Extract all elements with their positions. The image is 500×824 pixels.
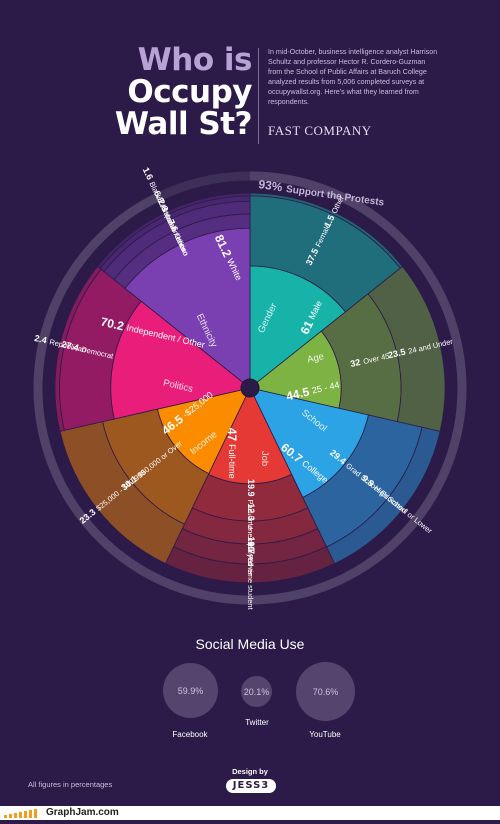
- wedge-group-ethnicity: [96, 192, 251, 384]
- designer-logo: JESS3: [226, 779, 276, 793]
- site-name[interactable]: GraphJam.com: [46, 807, 119, 818]
- title-line-3: Wall St?: [114, 106, 253, 142]
- wedge-group-age: [255, 265, 446, 432]
- label-job-full-time-student: 10Full-time student: [246, 541, 256, 610]
- social-media-title: Social Media Use: [195, 636, 305, 652]
- youtube-label: YouTube: [309, 730, 341, 739]
- label-job-other: 10.7Other: [246, 536, 256, 576]
- label-job-full-time: 47Full-time: [225, 428, 239, 479]
- facebook-label: Facebook: [172, 730, 208, 739]
- wedge-group-job: [164, 394, 336, 584]
- site-footer-bar: GraphJam.com: [0, 806, 500, 820]
- wedge-group-income: [59, 389, 248, 565]
- wedge-group-politics: [54, 265, 245, 432]
- bar-ethnicity-black-african-american: [96, 192, 251, 269]
- wedge-group-gender: [249, 192, 404, 384]
- intro-text: In mid-October, business intelligence an…: [268, 48, 438, 106]
- category-age: Age: [306, 351, 325, 365]
- title-line-1: Who is: [137, 42, 253, 78]
- design-by-label: Design by: [232, 767, 268, 776]
- facebook-bubble: 59.9%: [163, 663, 218, 718]
- label-job-unemployed: 12.3Unemployed: [246, 503, 256, 566]
- page-title: Who is Occupy Wall St?: [100, 42, 253, 142]
- facebook-value: 59.9%: [177, 685, 204, 696]
- footnote: All figures in percentages: [28, 780, 113, 789]
- youtube-bubble: 70.6%: [296, 662, 355, 721]
- signal-bars-icon: [4, 809, 37, 818]
- twitter-label: Twitter: [245, 718, 269, 727]
- center-dot: [240, 378, 260, 398]
- youtube-value: 70.6%: [312, 686, 339, 697]
- publisher-logo: FAST COMPANY: [268, 123, 372, 138]
- title-line-2: Occupy: [127, 74, 252, 110]
- twitter-value: 20.1%: [243, 686, 270, 697]
- category-job: Job: [259, 451, 270, 466]
- support-ring-arc: [33, 171, 467, 605]
- twitter-bubble: 20.1%: [241, 676, 272, 707]
- title-divider: [258, 48, 259, 144]
- label-job-part-time: 19.9Part-time: [246, 479, 256, 530]
